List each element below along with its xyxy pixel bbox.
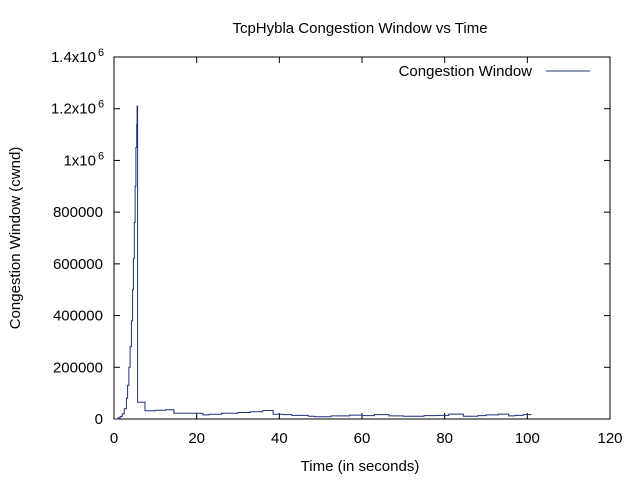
x-tick-label: 80 <box>436 430 453 447</box>
y-tick-exponent: 6 <box>98 47 104 59</box>
series-layer <box>114 105 532 420</box>
x-axis-label: Time (in seconds) <box>301 458 420 475</box>
y-tick-label: 600000 <box>53 256 103 273</box>
x-tick-label: 0 <box>110 430 118 447</box>
y-axis-label: Congestion Window (cwnd) <box>7 147 24 330</box>
x-tick-label: 60 <box>354 430 371 447</box>
x-tick-label: 100 <box>515 430 540 447</box>
y-tick-label: 1.2x10 <box>51 101 96 118</box>
y-tick-label: 200000 <box>53 359 103 376</box>
x-axis: 0 20 40 60 80 100 120 <box>110 57 623 447</box>
y-tick-label: 0 <box>95 411 103 428</box>
y-tick-label: 800000 <box>53 204 103 221</box>
legend: Congestion Window <box>399 63 590 80</box>
chart-title: TcpHybla Congestion Window vs Time <box>232 20 487 37</box>
legend-label: Congestion Window <box>399 63 533 80</box>
x-tick-label: 20 <box>188 430 205 447</box>
y-tick-label: 1.4x10 <box>51 49 96 66</box>
y-tick-exponent: 6 <box>98 99 104 111</box>
plot-frame <box>113 56 611 420</box>
x-tick-label: 120 <box>597 430 622 447</box>
y-tick-exponent: 6 <box>98 150 104 162</box>
y-tick-label: 400000 <box>53 308 103 325</box>
y-tick-label: 1x10 <box>63 152 96 169</box>
series-line <box>114 105 532 420</box>
x-tick-label: 40 <box>271 430 288 447</box>
